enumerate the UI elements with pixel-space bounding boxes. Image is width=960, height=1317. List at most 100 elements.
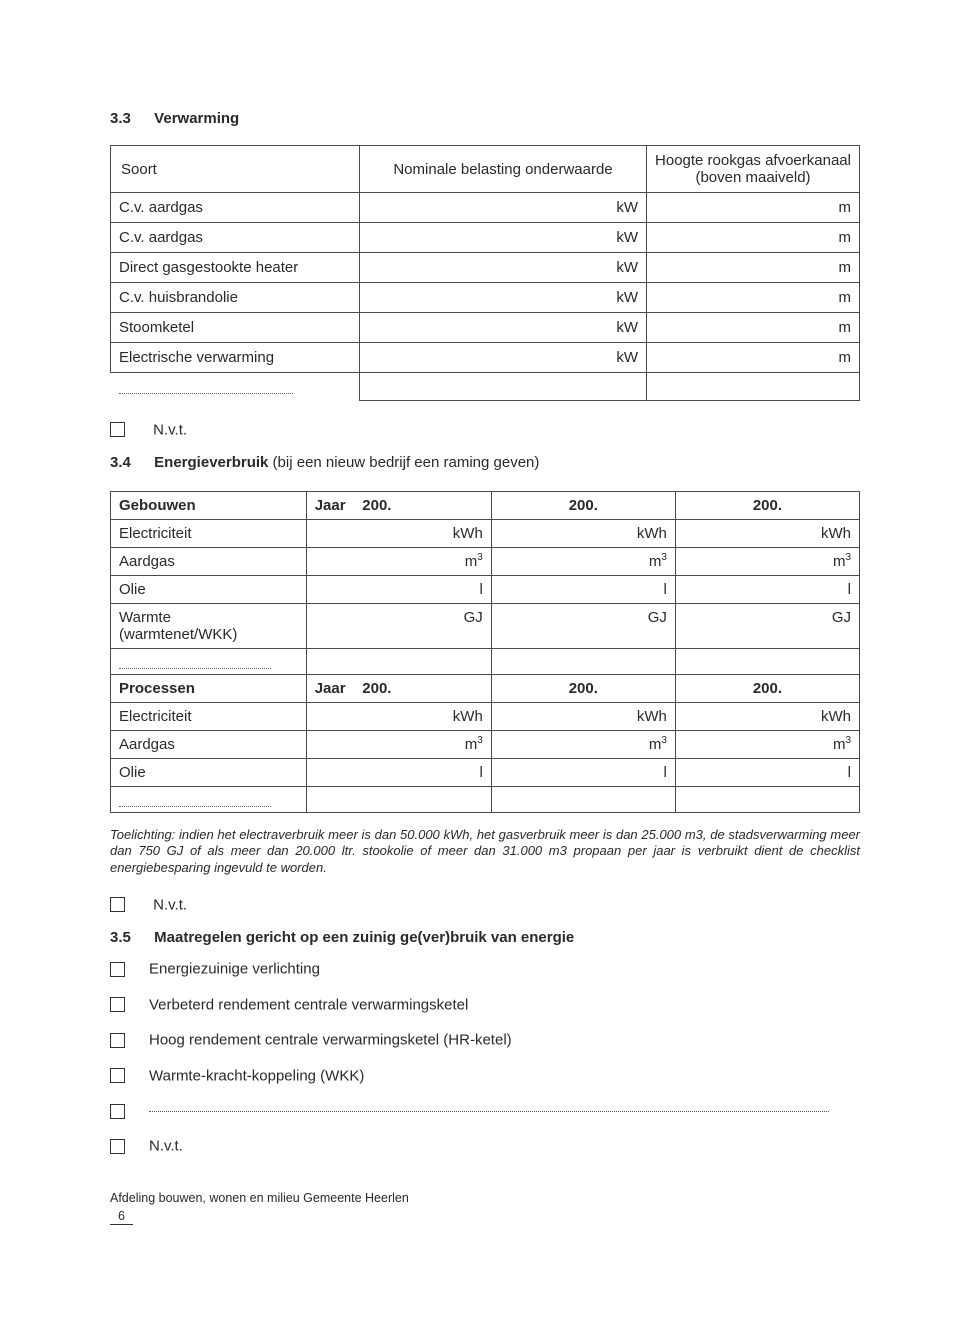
value-cell[interactable]: m3 (306, 731, 491, 759)
checkbox-icon[interactable] (110, 1068, 125, 1083)
value-cell[interactable]: kWh (306, 520, 491, 548)
check-label: Energiezuinige verlichting (149, 961, 320, 978)
value-cell[interactable]: m (647, 313, 860, 343)
value-cell[interactable]: m (647, 223, 860, 253)
footer-text: Afdeling bouwen, wonen en milieu Gemeent… (110, 1191, 860, 1205)
value-cell[interactable]: m (647, 343, 860, 373)
value-cell[interactable]: kW (360, 343, 647, 373)
value-cell[interactable]: kW (360, 193, 647, 223)
checkbox-icon[interactable] (110, 422, 125, 437)
value-cell[interactable]: l (306, 576, 491, 604)
section-3-3-heading: 3.3 Verwarming (110, 110, 860, 127)
row-label: Electriciteit (111, 703, 307, 731)
check-label: Hoog rendement centrale verwarmingsketel… (149, 1032, 512, 1049)
freeform-line[interactable] (149, 1111, 829, 1112)
empty-cell[interactable] (675, 787, 859, 813)
value-cell[interactable]: m (647, 253, 860, 283)
table-row: StoomketelkWm (111, 313, 860, 343)
empty-cell[interactable] (647, 373, 860, 401)
table-row: Aardgasm3m3m3 (111, 548, 860, 576)
table-row: C.v. huisbrandoliekWm (111, 283, 860, 313)
nvt-34: N.v.t. (110, 896, 860, 914)
check-label: Warmte-kracht-koppeling (WKK) (149, 1067, 364, 1084)
check-item: Warmte-kracht-koppeling (WKK) (110, 1067, 860, 1085)
row-label: Aardgas (111, 731, 307, 759)
year-col: 200. (491, 675, 675, 703)
value-cell[interactable]: m3 (491, 731, 675, 759)
row-label: Olie (111, 759, 307, 787)
group-label: Gebouwen (111, 492, 307, 520)
row-label: C.v. huisbrandolie (111, 283, 360, 313)
value-cell[interactable]: l (491, 576, 675, 604)
value-cell[interactable]: kW (360, 313, 647, 343)
blank-row (111, 649, 860, 675)
col-soort: Soort (111, 146, 360, 193)
empty-cell[interactable] (360, 373, 647, 401)
value-cell[interactable]: kW (360, 283, 647, 313)
group-label: Processen (111, 675, 307, 703)
dotted-cell[interactable] (111, 649, 307, 675)
year-col: Jaar 200. (306, 675, 491, 703)
value-cell[interactable]: m3 (306, 548, 491, 576)
empty-cell[interactable] (306, 787, 491, 813)
value-cell[interactable]: m (647, 193, 860, 223)
value-cell[interactable]: GJ (675, 604, 859, 649)
table-row: ElectriciteitkWhkWhkWh (111, 520, 860, 548)
empty-cell[interactable] (491, 787, 675, 813)
row-label: C.v. aardgas (111, 193, 360, 223)
check-item: Hoog rendement centrale verwarmingsketel… (110, 1031, 860, 1049)
section-header-row: GebouwenJaar 200.200.200. (111, 492, 860, 520)
table-row: C.v. aardgaskWm (111, 193, 860, 223)
year-col: 200. (675, 492, 859, 520)
checkbox-icon[interactable] (110, 1104, 125, 1119)
checkbox-icon[interactable] (110, 1139, 125, 1154)
value-cell[interactable]: kW (360, 253, 647, 283)
checkbox-icon[interactable] (110, 897, 125, 912)
row-label: Direct gasgestookte heater (111, 253, 360, 283)
table-row: Electrische verwarmingkWm (111, 343, 860, 373)
checkbox-icon[interactable] (110, 997, 125, 1012)
empty-cell[interactable] (306, 649, 491, 675)
value-cell[interactable]: kWh (491, 520, 675, 548)
value-cell[interactable]: m3 (491, 548, 675, 576)
row-label: Electrische verwarming (111, 343, 360, 373)
empty-cell[interactable] (675, 649, 859, 675)
value-cell[interactable]: l (675, 759, 859, 787)
value-cell[interactable]: GJ (306, 604, 491, 649)
value-cell[interactable]: kW (360, 223, 647, 253)
year-col: Jaar 200. (306, 492, 491, 520)
value-cell[interactable]: m (647, 283, 860, 313)
table-row: Olielll (111, 759, 860, 787)
table-row: Aardgasm3m3m3 (111, 731, 860, 759)
value-cell[interactable]: l (491, 759, 675, 787)
value-cell[interactable]: kWh (491, 703, 675, 731)
value-cell[interactable]: l (306, 759, 491, 787)
section-number: 3.4 (110, 454, 150, 471)
value-cell[interactable]: kWh (675, 520, 859, 548)
value-cell[interactable]: l (675, 576, 859, 604)
dotted-cell[interactable] (111, 373, 360, 401)
value-cell[interactable]: m3 (675, 548, 859, 576)
col-hoogte: Hoogte rookgas afvoerkanaal (boven maaiv… (647, 146, 860, 193)
section-3-5-heading: 3.5 Maatregelen gericht op een zuinig ge… (110, 929, 860, 946)
nvt-label: N.v.t. (153, 896, 187, 913)
checkbox-icon[interactable] (110, 962, 125, 977)
nvt-label: N.v.t. (153, 421, 187, 438)
value-cell[interactable]: kWh (306, 703, 491, 731)
value-cell[interactable]: GJ (491, 604, 675, 649)
value-cell[interactable]: kWh (675, 703, 859, 731)
table-row: Olielll (111, 576, 860, 604)
nvt-33: N.v.t. (110, 421, 860, 439)
row-label: Aardgas (111, 548, 307, 576)
check-item-freeform (110, 1102, 860, 1119)
dotted-cell[interactable] (111, 787, 307, 813)
year-col: 200. (675, 675, 859, 703)
toelichting-note: Toelichting: indien het electraverbruik … (110, 827, 860, 876)
check-label: Verbeterd rendement centrale verwarmings… (149, 996, 468, 1013)
section-title-rest: (bij een nieuw bedrijf een raming geven) (268, 454, 539, 471)
checkbox-icon[interactable] (110, 1033, 125, 1048)
empty-cell[interactable] (491, 649, 675, 675)
year-col: 200. (491, 492, 675, 520)
verwarming-table: Soort Nominale belasting onderwaarde Hoo… (110, 145, 860, 401)
value-cell[interactable]: m3 (675, 731, 859, 759)
